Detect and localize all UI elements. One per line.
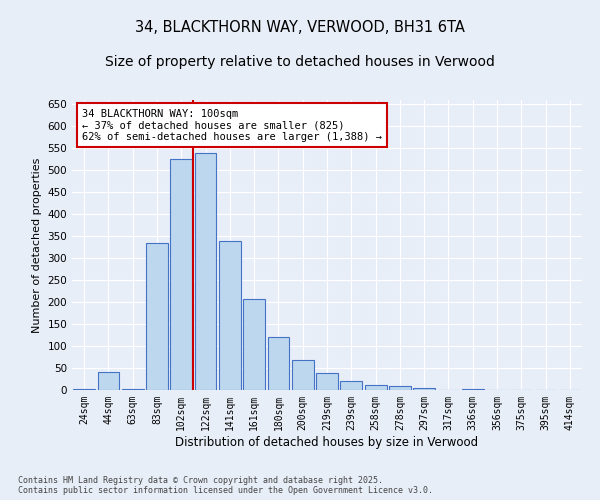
Bar bbox=[462, 388, 484, 390]
Text: 34, BLACKTHORN WAY, VERWOOD, BH31 6TA: 34, BLACKTHORN WAY, VERWOOD, BH31 6TA bbox=[135, 20, 465, 35]
Bar bbox=[340, 381, 362, 390]
Bar bbox=[292, 360, 314, 390]
Bar bbox=[365, 384, 386, 390]
Bar bbox=[170, 160, 192, 390]
Bar bbox=[413, 388, 435, 390]
Bar bbox=[122, 389, 143, 390]
Bar bbox=[243, 298, 265, 390]
Bar bbox=[73, 389, 95, 390]
Bar bbox=[146, 243, 168, 390]
Y-axis label: Number of detached properties: Number of detached properties bbox=[32, 158, 42, 332]
Bar bbox=[194, 152, 217, 390]
Bar bbox=[389, 386, 411, 390]
Text: 34 BLACKTHORN WAY: 100sqm
← 37% of detached houses are smaller (825)
62% of semi: 34 BLACKTHORN WAY: 100sqm ← 37% of detac… bbox=[82, 108, 382, 142]
Bar bbox=[268, 338, 289, 390]
X-axis label: Distribution of detached houses by size in Verwood: Distribution of detached houses by size … bbox=[175, 436, 479, 448]
Bar bbox=[97, 372, 119, 390]
Text: Size of property relative to detached houses in Verwood: Size of property relative to detached ho… bbox=[105, 55, 495, 69]
Bar bbox=[219, 240, 241, 390]
Text: Contains HM Land Registry data © Crown copyright and database right 2025.
Contai: Contains HM Land Registry data © Crown c… bbox=[18, 476, 433, 495]
Bar bbox=[316, 374, 338, 390]
